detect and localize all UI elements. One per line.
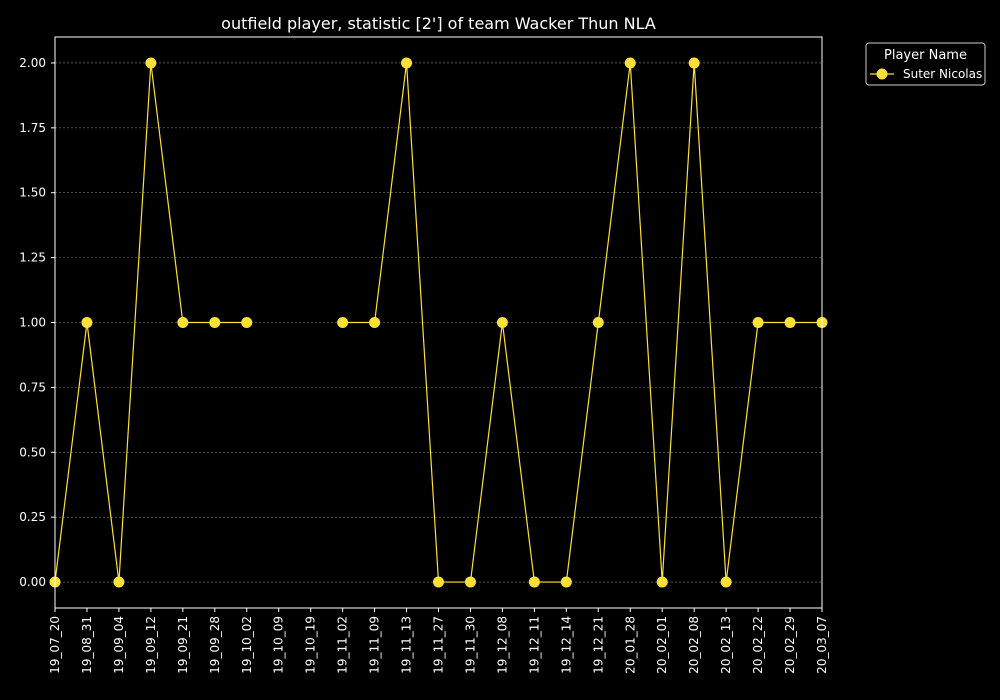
data-point xyxy=(177,317,189,328)
data-point xyxy=(369,317,381,328)
data-point xyxy=(81,317,93,328)
x-tick-label: 19_10_19 xyxy=(304,616,318,674)
chart-title: outfield player, statistic [2'] of team … xyxy=(221,14,656,33)
series-group xyxy=(49,57,828,588)
data-point xyxy=(209,317,221,328)
data-point xyxy=(337,317,349,328)
x-tick-label: 19_10_09 xyxy=(272,616,286,674)
data-point xyxy=(433,576,444,588)
y-tick-label: 1.75 xyxy=(19,121,46,135)
x-tick-label: 20_02_29 xyxy=(783,616,797,674)
data-point xyxy=(752,317,764,328)
x-tick-label: 19_10_02 xyxy=(240,616,254,674)
x-tick-label: 20_01_28 xyxy=(623,616,637,674)
y-tick-label: 0.75 xyxy=(19,380,46,394)
x-tick-label: 19_07_20 xyxy=(48,616,62,674)
x-tick-label: 19_11_30 xyxy=(463,616,477,674)
x-tick-label: 19_09_21 xyxy=(176,616,190,674)
x-tick-label: 19_09_04 xyxy=(112,616,126,674)
x-axis-ticks: 19_07_20 19_08_31 19_09_04 19_09_12 19_09_21… xyxy=(48,608,829,674)
y-tick-label: 2.00 xyxy=(19,56,46,70)
y-tick-label: 1.25 xyxy=(19,251,46,265)
data-point xyxy=(464,576,476,588)
data-point xyxy=(496,317,508,328)
data-point xyxy=(624,57,636,69)
x-tick-label: 19_12_08 xyxy=(495,616,509,674)
y-tick-label: 0.00 xyxy=(19,575,46,589)
x-tick-label: 19_12_21 xyxy=(591,616,605,674)
x-tick-label: 19_09_12 xyxy=(144,616,158,674)
data-point xyxy=(560,576,572,588)
x-tick-label: 19_12_14 xyxy=(559,616,573,674)
x-tick-label: 19_11_27 xyxy=(432,616,446,674)
legend-marker xyxy=(876,68,888,80)
x-tick-label: 20_02_13 xyxy=(719,616,733,674)
data-point xyxy=(241,317,253,328)
y-tick-label: 0.50 xyxy=(19,445,46,459)
x-tick-label: 19_08_31 xyxy=(80,616,94,674)
x-tick-label: 19_11_09 xyxy=(368,616,382,674)
legend-box xyxy=(865,42,986,86)
data-point xyxy=(528,576,540,588)
plot-frame xyxy=(54,36,823,609)
data-point xyxy=(784,317,796,328)
y-tick-label: 1.00 xyxy=(19,316,46,330)
data-point xyxy=(720,576,732,588)
y-tick-label: 1.50 xyxy=(19,186,46,200)
data-point xyxy=(688,57,700,69)
y-axis-ticks: 0.00 0.25 0.50 0.75 1.00 1.25 1.50 1.75 2.00 xyxy=(19,56,55,589)
x-tick-label: 20_02_22 xyxy=(751,616,765,674)
legend-title: Player Name xyxy=(884,48,967,63)
series-line xyxy=(342,62,822,583)
grid-lines xyxy=(55,62,822,583)
x-tick-label: 20_02_01 xyxy=(655,616,669,674)
data-point xyxy=(656,576,668,588)
data-point xyxy=(145,57,157,69)
x-tick-label: 20_03_07 xyxy=(815,616,829,674)
x-tick-label: 19_09_28 xyxy=(208,616,222,674)
legend-label: Suter Nicolas xyxy=(903,67,982,81)
data-point xyxy=(113,576,125,588)
data-point xyxy=(592,317,604,328)
data-point xyxy=(401,57,413,69)
x-tick-label: 20_02_08 xyxy=(687,616,701,674)
x-tick-label: 19_12_11 xyxy=(527,616,541,674)
x-tick-label: 19_11_02 xyxy=(336,616,350,674)
y-tick-label: 0.25 xyxy=(19,510,46,524)
legend: Player Name Suter Nicolas xyxy=(865,42,986,86)
x-tick-label: 19_11_13 xyxy=(400,616,414,674)
